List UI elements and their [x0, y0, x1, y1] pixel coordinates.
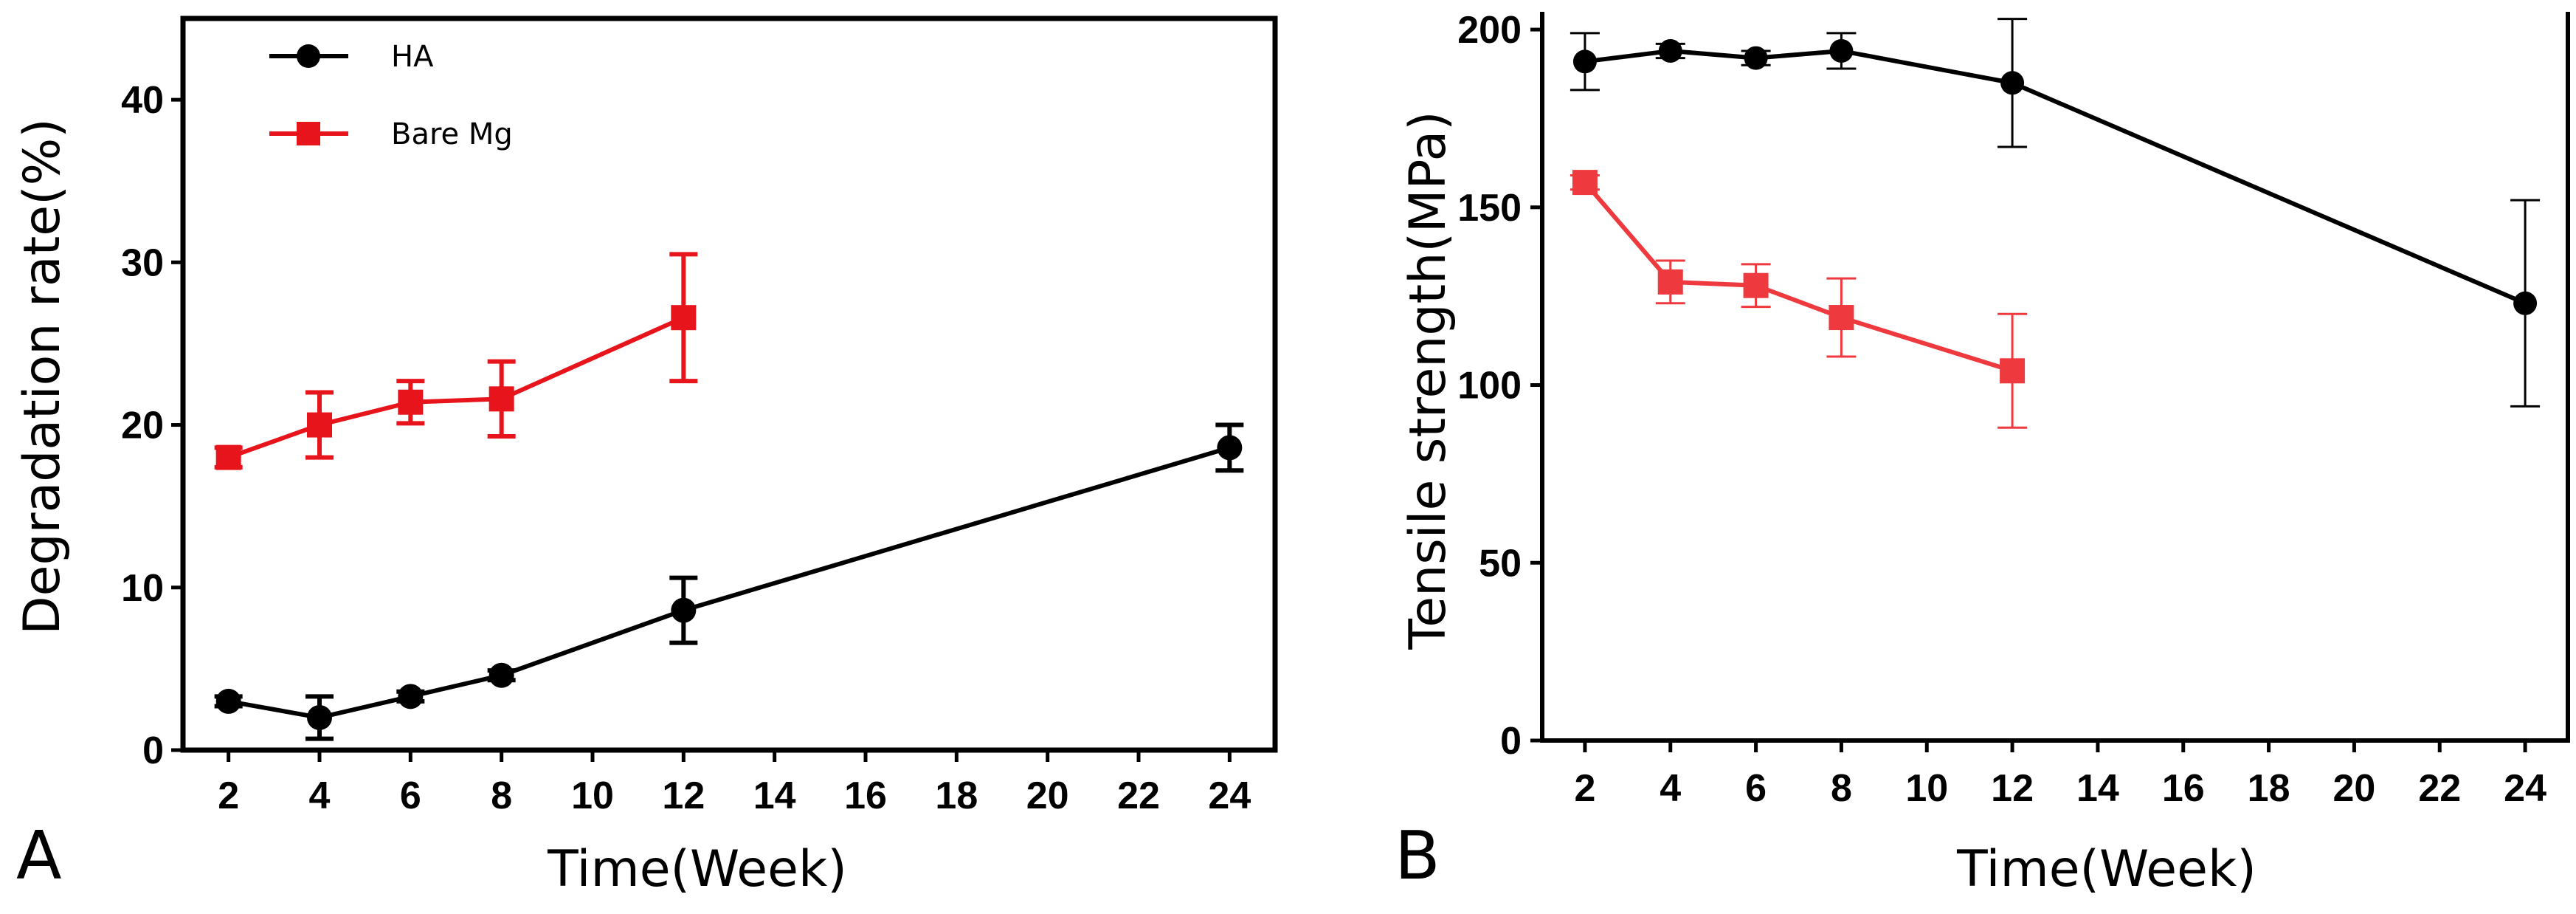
- y-tick-label: 100: [1457, 365, 1522, 408]
- y-axis-title: Degradation rate(%): [13, 118, 72, 635]
- legend-label-bare-mg: Bare Mg: [391, 117, 513, 151]
- y-tick-label: 40: [121, 79, 164, 122]
- x-tick-label: 22: [1117, 774, 1160, 817]
- x-tick-label: 10: [1905, 767, 1948, 810]
- data-point-bare-mg: [2000, 358, 2026, 384]
- data-point-ha: [1658, 38, 1682, 63]
- x-tick-label: 20: [1026, 774, 1069, 817]
- x-tick-label: 4: [1660, 767, 1681, 810]
- data-marks: [214, 252, 1244, 741]
- legend: HA Bare Mg: [269, 40, 513, 151]
- data-point-bare-mg: [671, 305, 697, 331]
- axis-lines: [1540, 12, 2570, 743]
- data-point-bare-mg: [307, 412, 332, 438]
- x-tick-label: 14: [753, 774, 796, 817]
- data-point-ha: [398, 684, 424, 709]
- plot-frame: [180, 16, 1278, 753]
- x-tick-label: 22: [2418, 767, 2461, 810]
- data-point-ha: [488, 662, 514, 688]
- y-tick-label: 30: [121, 241, 164, 284]
- data-point-bare-mg: [1572, 170, 1598, 196]
- x-tick-label: 16: [844, 774, 887, 817]
- data-point-bare-mg: [1657, 269, 1683, 295]
- x-tick-label: 18: [935, 774, 978, 817]
- data-point-ha: [1217, 435, 1243, 461]
- data-marks: [1570, 18, 2541, 429]
- panel-label-b: B: [1395, 817, 1440, 895]
- y-axis-title: Tensile strength(MPa): [1399, 111, 1457, 650]
- data-point-ha: [307, 704, 332, 730]
- legend-label-ha: HA: [391, 40, 434, 74]
- x-tick-label: 18: [2248, 767, 2290, 810]
- series-line-bare-mg: [1583, 181, 2013, 374]
- data-point-bare-mg: [488, 386, 514, 412]
- data-point-bare-mg: [398, 389, 424, 415]
- x-tick-label: 12: [1991, 767, 2034, 810]
- series-line-ha: [1584, 48, 2527, 306]
- y-tick-label: 150: [1457, 187, 1522, 230]
- x-axis-title: Time(Week): [547, 840, 847, 898]
- x-tick-label: 24: [2504, 767, 2546, 810]
- y-tick-label: 200: [1457, 9, 1522, 52]
- data-point-ha: [215, 688, 241, 714]
- x-tick-label: 12: [662, 774, 705, 817]
- series-line-bare-mg: [227, 315, 685, 460]
- legend-marker-bare-mg: [297, 122, 320, 145]
- data-point-ha: [1829, 38, 1854, 63]
- x-tick-label: 6: [1745, 767, 1767, 810]
- x-tick-label: 10: [571, 774, 614, 817]
- x-tick-label: 4: [309, 774, 331, 817]
- data-point-ha: [1572, 49, 1597, 74]
- y-tick-label: 50: [1479, 542, 1522, 585]
- y-tick-label: 0: [1500, 720, 1522, 763]
- x-tick-label: 16: [2162, 767, 2205, 810]
- y-tick-label: 0: [142, 729, 164, 772]
- legend-marker-ha: [297, 44, 320, 68]
- series-line-ha: [228, 445, 1231, 721]
- data-point-ha: [1744, 46, 1768, 70]
- x-tick-label: 6: [400, 774, 421, 817]
- y-tick-label: 20: [121, 405, 164, 447]
- x-axis-title: Time(Week): [1956, 840, 2256, 898]
- data-point-ha: [671, 597, 697, 623]
- x-tick-label: 14: [2076, 767, 2119, 810]
- data-point-bare-mg: [1829, 305, 1854, 331]
- data-point-bare-mg: [215, 444, 241, 470]
- x-tick-label: 24: [1208, 774, 1251, 817]
- x-tick-label: 2: [218, 774, 239, 817]
- x-tick-label: 20: [2332, 767, 2375, 810]
- x-tick-label: 8: [491, 774, 512, 817]
- x-tick-label: 2: [1574, 767, 1595, 810]
- data-point-ha: [2513, 291, 2538, 315]
- y-tick-label: 10: [121, 567, 164, 610]
- panel-label-a: A: [16, 817, 62, 895]
- x-tick-label: 8: [1831, 767, 1852, 810]
- data-point-bare-mg: [1743, 272, 1769, 298]
- data-point-ha: [2000, 71, 2025, 95]
